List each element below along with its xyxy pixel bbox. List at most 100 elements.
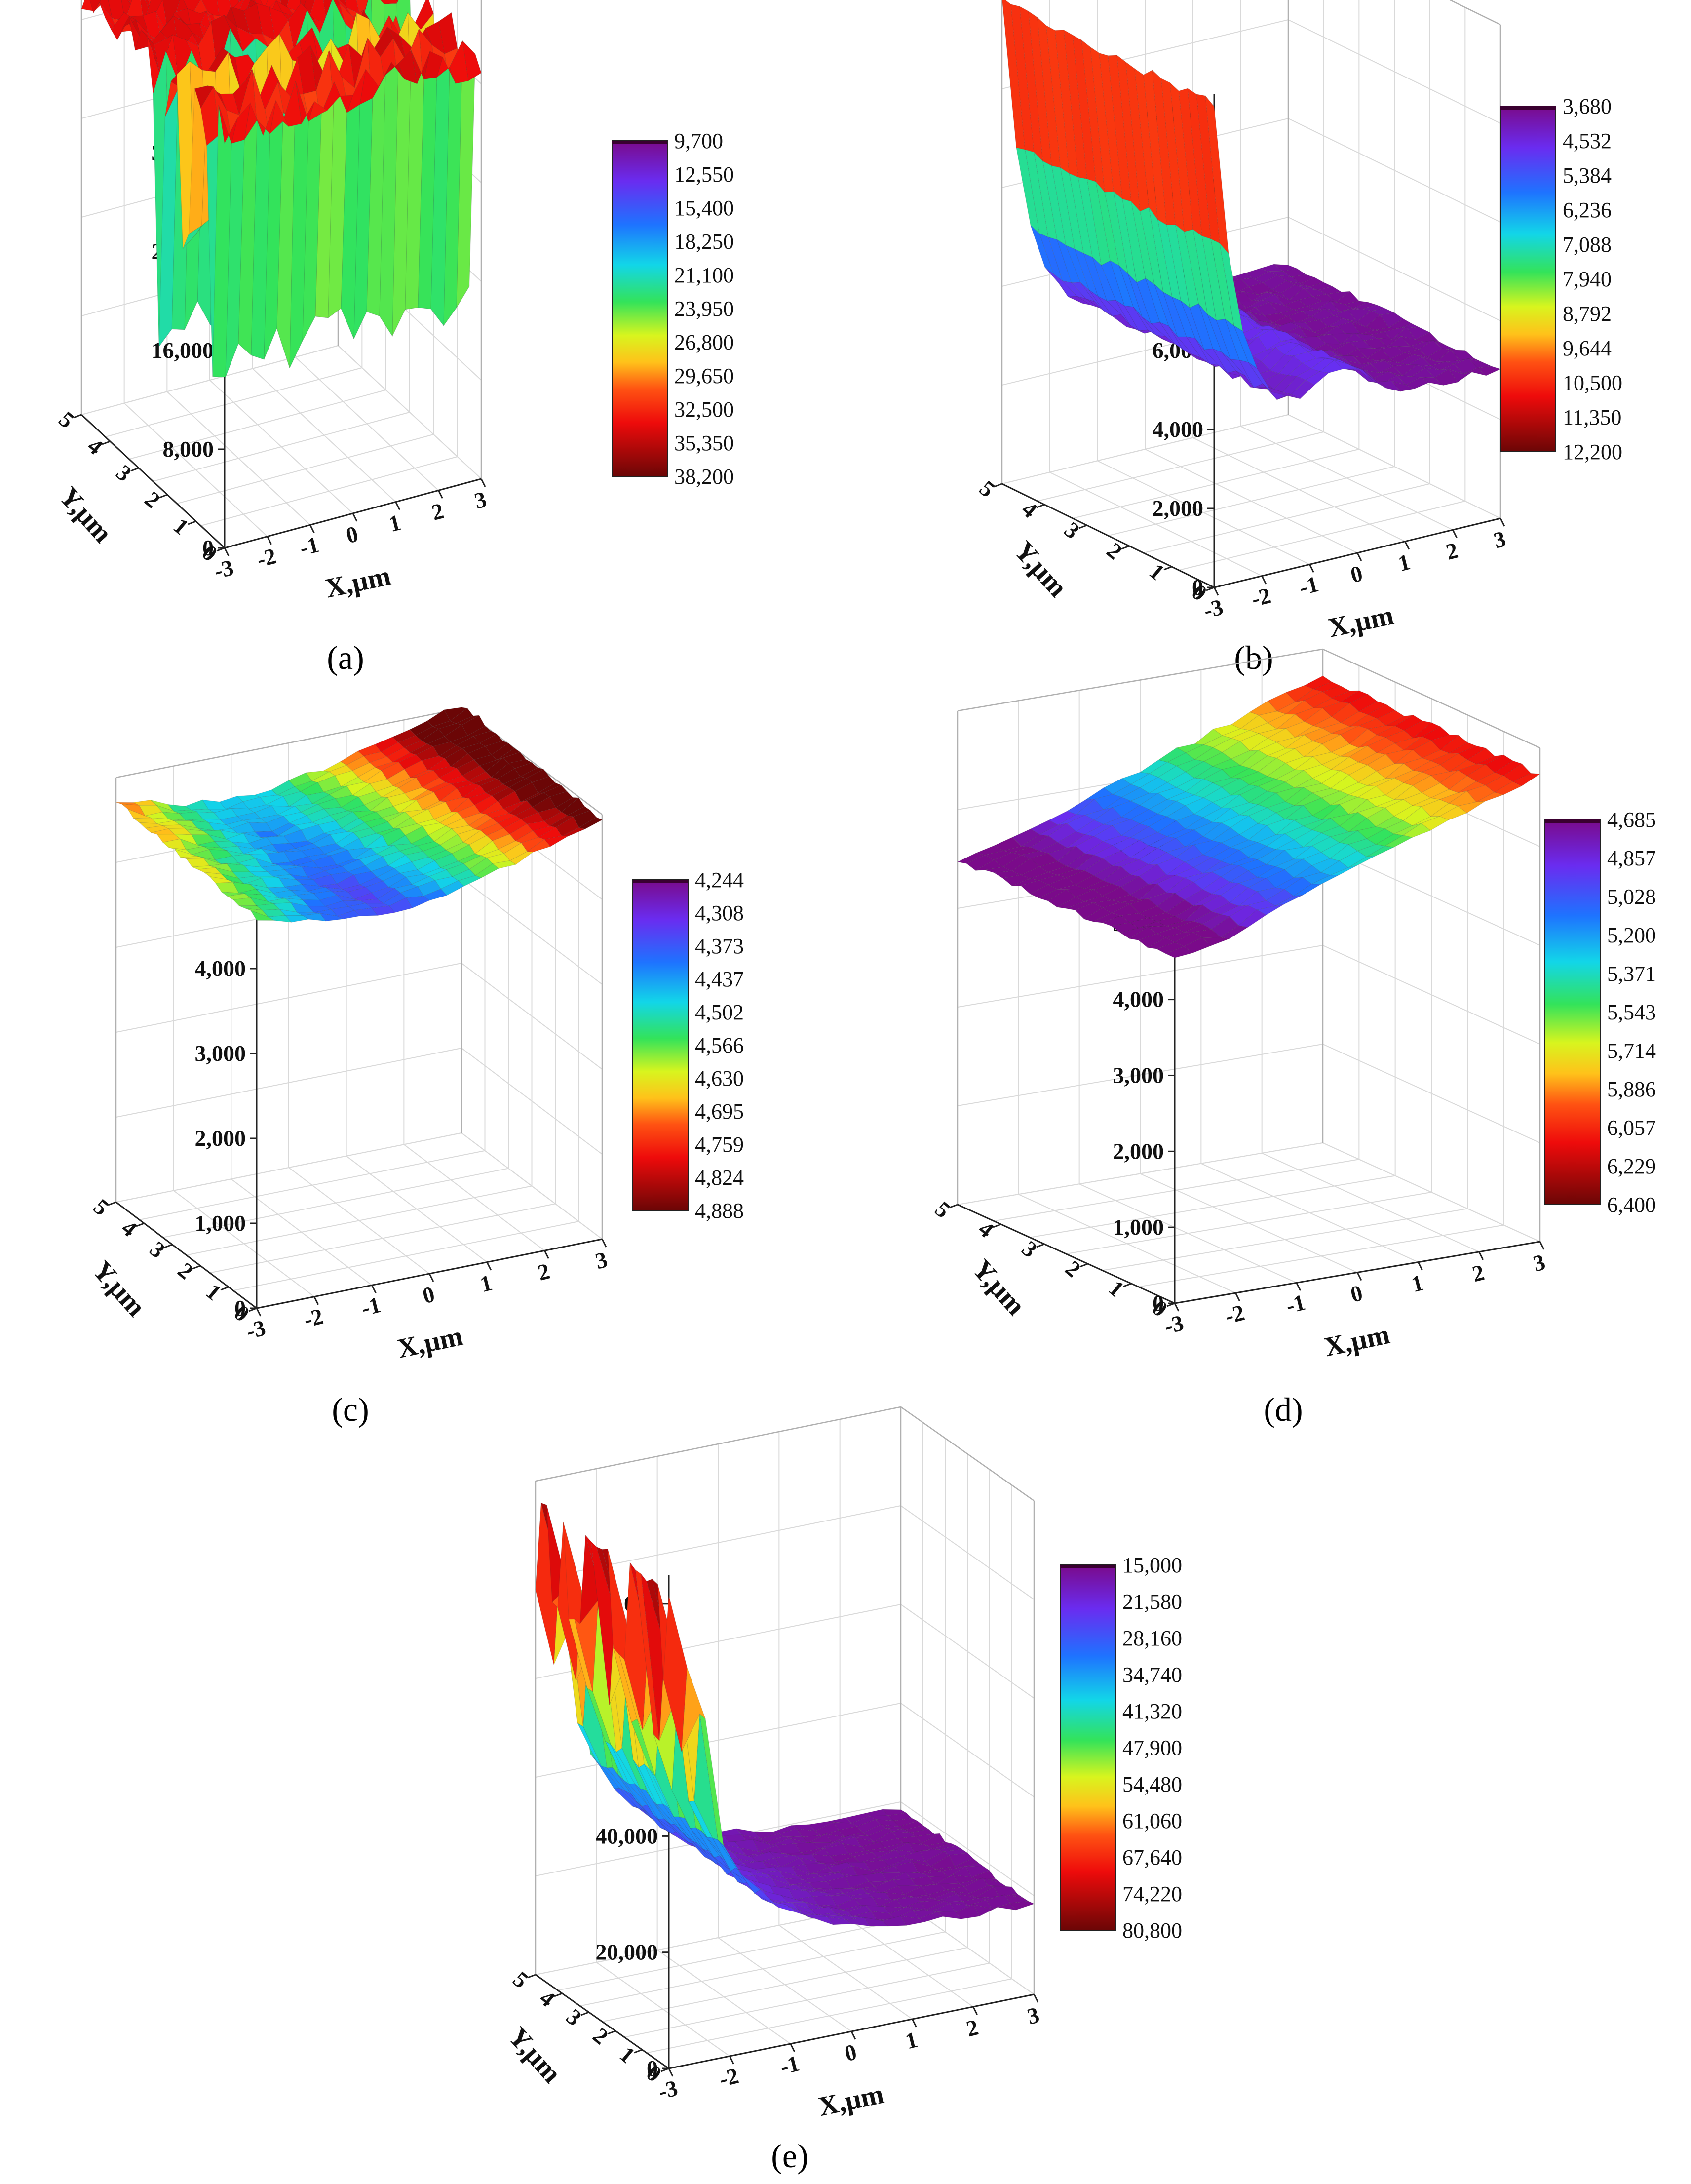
surface-patch <box>278 909 304 916</box>
colorbar: 9,700 12,550 15,400 18,250 21,100 23,950 26,80… <box>612 129 734 489</box>
surface-patch <box>508 800 533 816</box>
panel-label: (d) <box>1264 1391 1303 1428</box>
surface-patch <box>260 814 285 823</box>
surface-patch <box>1063 29 1087 179</box>
surface-patch <box>306 791 330 804</box>
colorbar-tick-label: 4,685 <box>1607 808 1656 832</box>
colorbar-tick-label: 38,200 <box>674 465 734 489</box>
y-tick-mark <box>660 2067 669 2072</box>
surface-patch <box>561 797 585 816</box>
surface-patch <box>868 1879 893 1887</box>
surface-patch <box>208 822 232 831</box>
surface-patch <box>382 828 406 847</box>
colorbar-tick-label: 5,028 <box>1607 885 1656 909</box>
colorbar-tick-label: 11,350 <box>1563 405 1621 429</box>
surface-patch <box>1264 313 1288 323</box>
y-tick-label: 3 <box>1060 517 1084 544</box>
surface-patch <box>613 1647 638 1723</box>
surface-patch <box>446 863 470 877</box>
surface-patch <box>1249 329 1272 341</box>
surface-patch <box>417 860 441 875</box>
surface-patch <box>399 799 423 813</box>
z-tick-label: 0 <box>1192 575 1203 600</box>
surface-patch <box>568 1619 593 1692</box>
surface-patch <box>262 909 286 917</box>
surface-patch <box>1086 178 1111 266</box>
grid-line <box>105 367 362 437</box>
colorbar-tick-label: 4,502 <box>695 1000 744 1024</box>
y-tick-mark <box>993 1223 1001 1228</box>
colorbar-tick-label: 12,200 <box>1563 440 1622 464</box>
surface-patch <box>1162 291 1187 337</box>
surface-patch <box>272 890 297 899</box>
x-tick-label: -3 <box>211 555 236 584</box>
surface-patch <box>1260 294 1285 306</box>
surface-patch <box>213 808 238 820</box>
colorbar-tick-label: 29,650 <box>674 364 734 388</box>
surface-patch <box>1074 248 1099 297</box>
surface-patch <box>841 1905 866 1912</box>
surface-patch <box>842 1843 868 1854</box>
surface-patch <box>1037 16 1061 168</box>
surface-patch <box>497 768 521 784</box>
y-tick-mark <box>527 1974 536 1979</box>
surface-patch <box>352 783 377 797</box>
colorbar-tick-label: 21,100 <box>674 263 734 287</box>
x-tick-mark <box>1478 1251 1484 1260</box>
surface-patch <box>882 1915 907 1927</box>
surface-patch <box>958 1877 983 1887</box>
x-tick-label: 2 <box>964 2014 981 2041</box>
surface-patch <box>1083 253 1108 302</box>
panel-label: (a) <box>327 639 364 676</box>
x-tick-label: -2 <box>1249 583 1273 612</box>
grid-line <box>1037 431 1324 502</box>
surface-patch <box>640 1788 665 1820</box>
z-tick-label: 40,000 <box>596 1823 658 1848</box>
surface-patch <box>179 811 203 821</box>
colorbar-tick-label: 74,220 <box>1122 1882 1182 1906</box>
colorbar-top-cap <box>1545 819 1600 823</box>
surface-patch <box>781 1895 806 1903</box>
surface-patch <box>358 811 383 823</box>
panel-label: (c) <box>332 1391 369 1428</box>
colorbar-tick-label: 28,160 <box>1122 1626 1182 1650</box>
surface-patch <box>1494 781 1523 795</box>
y-tick-mark <box>1163 566 1172 571</box>
surface-patch <box>318 843 343 855</box>
y-tick-label: 2 <box>173 1257 198 1284</box>
surface-patch <box>1328 318 1352 327</box>
colorbar: 3,680 4,532 5,384 6,236 7,088 7,940 8,792 9,644… <box>1500 94 1622 464</box>
surface-patch <box>509 851 534 865</box>
y-tick-mark <box>220 1286 229 1291</box>
surface-patch <box>1404 349 1429 358</box>
colorbar-tick-label: 4,532 <box>1563 129 1612 153</box>
surface-patch <box>239 905 263 911</box>
colorbar-top-cap <box>1060 1565 1115 1568</box>
grid-line <box>209 1203 556 1274</box>
x-tick-mark <box>428 1273 434 1282</box>
grid-line <box>115 962 603 1070</box>
surface-patch <box>218 105 238 145</box>
surface-patch <box>1366 846 1395 858</box>
y-tick-mark <box>188 520 196 525</box>
surface-patch <box>1322 686 1351 699</box>
x-tick-label: -1 <box>1283 1289 1308 1319</box>
y-tick-label: 5 <box>930 1196 955 1223</box>
colorbar-tick-label: 6,236 <box>1563 198 1612 222</box>
surface-patch <box>916 1883 941 1887</box>
surface-mesh <box>115 707 603 923</box>
surface-patch <box>440 880 464 896</box>
surface-patch <box>236 795 261 802</box>
surface-patch <box>289 795 313 807</box>
y-tick-label: 3 <box>112 460 136 486</box>
colorbar: 4,685 4,857 5,028 5,200 5,371 5,543 5,714 5,886… <box>1544 808 1656 1217</box>
surface-patch <box>936 1866 961 1872</box>
surface-patch <box>307 905 332 913</box>
colorbar-tick-label: 41,320 <box>1122 1699 1182 1723</box>
x-tick-label: -2 <box>254 543 279 572</box>
surface-patch <box>526 769 550 783</box>
surface-patch <box>203 846 227 851</box>
x-tick-mark <box>371 1285 377 1294</box>
colorbar-tick-label: 4,824 <box>695 1166 744 1190</box>
y-tick-label: 4 <box>974 1216 999 1243</box>
